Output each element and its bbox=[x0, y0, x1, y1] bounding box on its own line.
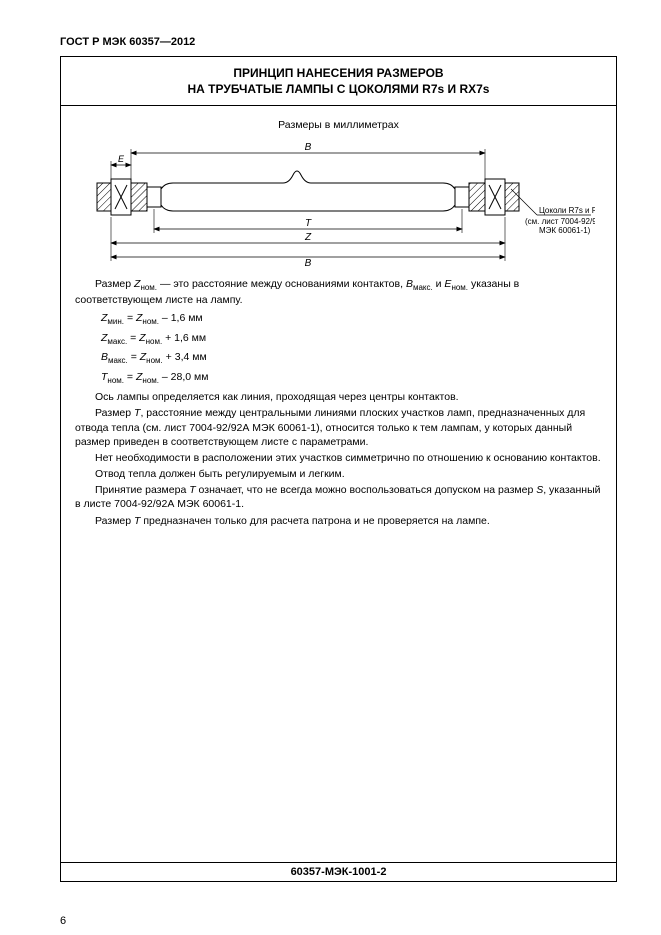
para-4: Нет необходимости в расположении этих уч… bbox=[75, 451, 602, 465]
eq-1: Zмин. = Zном. – 1,6 мм bbox=[101, 311, 602, 328]
dim-B-bottom: B bbox=[304, 258, 311, 269]
title-line-1: ПРИНЦИП НАНЕСЕНИЯ РАЗМЕРОВ bbox=[71, 65, 606, 81]
units-caption: Размеры в миллиметрах bbox=[75, 118, 602, 132]
title-line-2: НА ТРУБЧАТЫЕ ЛАМПЫ С ЦОКОЛЯМИ R7s И RX7s bbox=[71, 81, 606, 97]
equations: Zмин. = Zном. – 1,6 мм Zмакс. = Zном. + … bbox=[101, 311, 602, 388]
footer-code: 60357-МЭК-1001-2 bbox=[61, 862, 616, 881]
para-2: Ось лампы определяется как линия, проход… bbox=[75, 390, 602, 404]
t: B bbox=[406, 278, 413, 290]
eq-4: Tном. = Zном. – 28,0 мм bbox=[101, 370, 602, 387]
dim-Z: Z bbox=[303, 232, 311, 243]
t: Размер bbox=[95, 278, 134, 290]
dim-T: T bbox=[304, 218, 311, 229]
t: ном. bbox=[451, 283, 468, 292]
t: — это расстояние между основаниями конта… bbox=[157, 278, 406, 290]
dim-B-top: B bbox=[304, 142, 311, 153]
para-6: Принятие размера T означает, что не всег… bbox=[75, 483, 602, 511]
eq-2: Zмакс. = Zном. + 1,6 мм bbox=[101, 331, 602, 348]
t: макс. bbox=[413, 283, 433, 292]
para-7: Размер T предназначен только для расчета… bbox=[75, 514, 602, 528]
t: и bbox=[433, 278, 445, 290]
content-frame: ПРИНЦИП НАНЕСЕНИЯ РАЗМЕРОВ НА ТРУБЧАТЫЕ … bbox=[60, 56, 617, 882]
title-box: ПРИНЦИП НАНЕСЕНИЯ РАЗМЕРОВ НА ТРУБЧАТЫЕ … bbox=[61, 57, 616, 106]
body-area: Размеры в миллиметрах bbox=[61, 106, 616, 527]
para-5: Отвод тепла должен быть регулируемым и л… bbox=[75, 467, 602, 481]
page-number: 6 bbox=[60, 915, 66, 927]
para-3: Размер T, расстояние между центральными … bbox=[75, 406, 602, 449]
doc-header: ГОСТ Р МЭК 60357—2012 bbox=[60, 36, 617, 48]
lamp-diagram: B E bbox=[83, 139, 595, 269]
callout-line2: (см. лист 7004-92/92А bbox=[525, 217, 595, 226]
callout-line1: Цоколи R7s и RX7s bbox=[539, 206, 595, 215]
dim-E: E bbox=[117, 154, 124, 164]
para-1: Размер Zном. — это расстояние между осно… bbox=[75, 277, 602, 308]
eq-3: Bмакс. = Zном. + 3,4 мм bbox=[101, 350, 602, 367]
callout-line3: МЭК 60061-1) bbox=[539, 226, 591, 235]
t: ном. bbox=[140, 283, 157, 292]
